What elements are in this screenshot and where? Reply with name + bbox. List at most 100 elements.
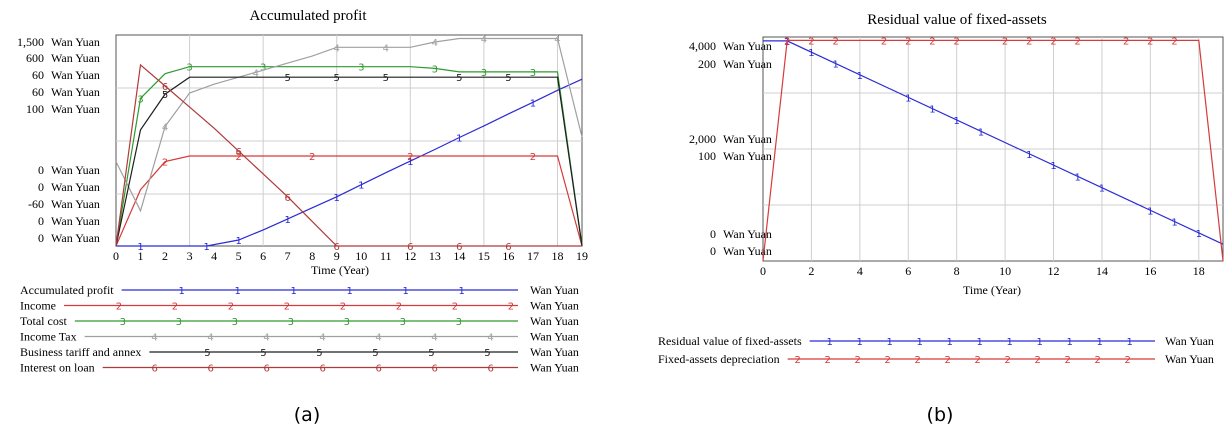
series-marker: 1: [905, 93, 911, 104]
y-axis-scale-label: 0: [38, 180, 44, 194]
legend-unit: Wan Yuan: [1165, 334, 1214, 348]
y-axis-scale-label: 0: [710, 227, 716, 241]
y-axis-unit-label: Wan Yuan: [51, 231, 100, 245]
legend-marker: 4: [207, 333, 213, 344]
series-line-3: [115, 66, 583, 247]
series-marker: 1: [808, 48, 814, 59]
series-marker: 1: [1026, 150, 1032, 161]
legend-marker: 1: [826, 337, 832, 348]
series-line-6: [115, 63, 582, 247]
legend-marker: 1: [346, 286, 352, 297]
y-axis-unit-label: Wan Yuan: [723, 132, 772, 146]
legend-unit: Wan Yuan: [530, 330, 579, 344]
series-marker: 2: [407, 152, 413, 163]
y-axis-unit-label: Wan Yuan: [51, 197, 100, 211]
x-tick-label: 4: [857, 264, 863, 278]
x-tick-label: 10: [355, 249, 367, 263]
legend-marker: 6: [207, 364, 213, 375]
legend-marker: 3: [120, 317, 126, 328]
legend-marker: 2: [794, 355, 800, 366]
series-marker: 2: [1171, 36, 1177, 47]
series-marker: 2: [881, 36, 887, 47]
y-axis-scale-label: 60: [32, 85, 44, 99]
x-tick-label: 16: [1144, 264, 1156, 278]
series-marker: 3: [432, 64, 438, 75]
chart-a-x-label: Time (Year): [311, 263, 369, 277]
y-axis-scale-label: 100: [26, 102, 44, 116]
x-tick-label: 7: [285, 249, 291, 263]
y-axis-scale-label: 0: [38, 163, 44, 177]
y-axis-unit-label: Wan Yuan: [51, 163, 100, 177]
caption-b: (b): [927, 404, 954, 426]
series-marker: 4: [162, 122, 168, 133]
legend-marker: 1: [916, 337, 922, 348]
x-tick-label: 1: [138, 249, 144, 263]
legend-marker: 2: [1004, 355, 1010, 366]
series-marker: 2: [162, 158, 168, 169]
series-marker: 3: [358, 63, 364, 74]
y-axis-unit-label: Wan Yuan: [51, 51, 100, 65]
x-tick-label: 18: [1193, 264, 1205, 278]
legend-unit: Wan Yuan: [530, 314, 579, 328]
legend-marker: 1: [178, 286, 184, 297]
legend-label: Business tariff and annex: [20, 345, 141, 359]
x-tick-label: 12: [404, 249, 416, 263]
series-marker: 1: [456, 133, 462, 144]
legend-marker: 4: [263, 333, 269, 344]
series-marker: 1: [832, 60, 838, 71]
x-tick-label: 0: [113, 249, 119, 263]
x-tick-label: 17: [527, 249, 539, 263]
y-axis-scale-label: 200: [698, 57, 716, 71]
series-line-5: [115, 76, 583, 247]
series-marker: 1: [235, 236, 241, 247]
legend-marker: 5: [316, 348, 322, 359]
legend-marker: 2: [974, 355, 980, 366]
legend-marker: 1: [290, 286, 296, 297]
legend-marker: 5: [204, 348, 210, 359]
series-marker: 1: [1147, 206, 1153, 217]
series-marker: 2: [1026, 36, 1032, 47]
x-tick-label: 2: [808, 264, 814, 278]
series-marker: 2: [1147, 36, 1153, 47]
chart-b-x-label: Time (Year): [963, 283, 1021, 297]
series-marker: 6: [407, 242, 413, 253]
series-marker: 2: [832, 36, 838, 47]
legend-label: Fixed-assets depreciation: [658, 352, 780, 366]
y-axis-unit-label: Wan Yuan: [723, 57, 772, 71]
legend-marker: 6: [375, 364, 381, 375]
legend-marker: 6: [319, 364, 325, 375]
chart-b-grid: [763, 37, 1223, 261]
legend-marker: 1: [1036, 337, 1042, 348]
legend-marker: 4: [431, 333, 437, 344]
legend-label: Income: [20, 299, 56, 313]
legend-marker: 2: [1124, 355, 1130, 366]
series-marker: 4: [253, 68, 259, 79]
legend-label: Residual value of fixed-assets: [658, 334, 802, 348]
series-marker: 5: [505, 73, 511, 84]
series-marker: 1: [358, 181, 364, 192]
series-marker: 1: [204, 242, 210, 253]
x-tick-label: 0: [760, 264, 766, 278]
legend-marker: 2: [396, 302, 402, 313]
y-axis-unit-label: Wan Yuan: [723, 149, 772, 163]
x-tick-label: 12: [1048, 264, 1060, 278]
series-marker: 6: [334, 242, 340, 253]
x-tick-label: 6: [260, 249, 266, 263]
legend-marker: 1: [458, 286, 464, 297]
series-marker: 5: [284, 73, 290, 84]
legend-marker: 2: [340, 302, 346, 313]
legend-marker: 3: [456, 317, 462, 328]
y-axis-scale-label: 60: [32, 68, 44, 82]
x-tick-label: 15: [478, 249, 490, 263]
y-axis-scale-label: 0: [38, 231, 44, 245]
legend-marker: 4: [319, 333, 325, 344]
chart-b-x-ticks: 0 2 4 6 8 10 12 14 16 18: [760, 264, 1205, 278]
legend-marker: 6: [487, 364, 493, 375]
y-axis-unit-label: Wan Yuan: [51, 68, 100, 82]
legend-marker: 1: [976, 337, 982, 348]
legend-marker: 6: [431, 364, 437, 375]
series-marker: 5: [383, 73, 389, 84]
series-line-2: [115, 155, 583, 247]
